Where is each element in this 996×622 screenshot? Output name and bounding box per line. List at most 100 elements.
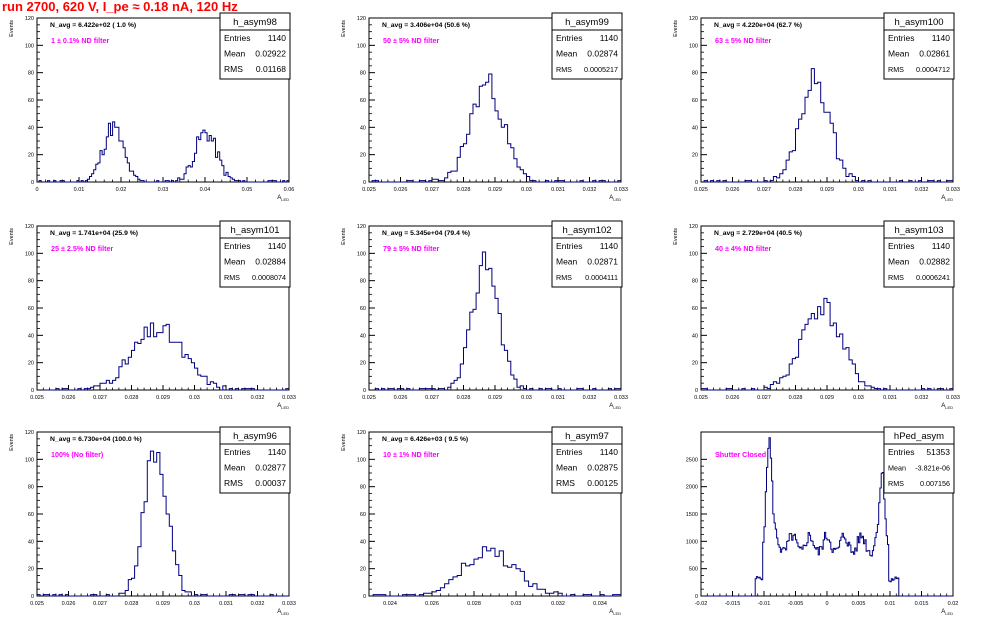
y-tick-label: 80 bbox=[28, 279, 34, 285]
stats-title: h_asym98 bbox=[233, 17, 277, 28]
x-tick-label: 0.032 bbox=[915, 395, 929, 401]
stats-label: Mean bbox=[224, 463, 246, 473]
stats-label: Entries bbox=[224, 241, 250, 251]
x-tick-label: 0.031 bbox=[219, 601, 233, 607]
x-tick-label: 0.029 bbox=[488, 187, 502, 193]
stats-title: h_asym99 bbox=[565, 17, 609, 28]
x-tick-label: -0.005 bbox=[788, 601, 804, 607]
x-tick-label: 0.025 bbox=[30, 601, 44, 607]
histogram-line bbox=[701, 68, 954, 183]
stats-label: Entries bbox=[556, 447, 582, 457]
histogram-line bbox=[37, 121, 290, 183]
stats-value: 0.007156 bbox=[920, 479, 950, 488]
x-tick-label: -0.01 bbox=[758, 601, 771, 607]
y-tick-label: 60 bbox=[360, 512, 366, 518]
x-tick-label: 0.033 bbox=[946, 395, 960, 401]
stats-title: h_asym103 bbox=[894, 225, 943, 236]
y-tick-label: 80 bbox=[692, 279, 698, 285]
y-tick-label: 120 bbox=[689, 16, 698, 22]
x-axis-title: ALED bbox=[277, 195, 289, 202]
x-tick-label: 0.028 bbox=[789, 395, 803, 401]
stats-value: 1140 bbox=[600, 447, 619, 457]
stats-box bbox=[883, 12, 955, 80]
stats-value: 0.02882 bbox=[919, 257, 950, 267]
y-tick-label: 100 bbox=[689, 43, 698, 49]
stats-title: h_asym100 bbox=[894, 17, 943, 28]
histogram-svg-h_asym102: 0.025 0.026 0.027 0.028 0.029 0.03 0.031 0.032 0… bbox=[341, 220, 628, 410]
histogram-panel-h_asym102: 0.025 0.026 0.027 0.028 0.029 0.03 0.031 0.032 0… bbox=[332, 208, 662, 415]
histogram-panel-h_asym99: 0.025 0.026 0.027 0.028 0.029 0.03 0.031 0.032 0… bbox=[332, 0, 662, 207]
filter-note: 50 ± 5% ND filter bbox=[383, 36, 439, 45]
stats-value: 1140 bbox=[268, 241, 287, 251]
x-axis-title: ALED bbox=[941, 609, 953, 616]
x-tick-label: 0.025 bbox=[362, 395, 376, 401]
y-tick-label: 0 bbox=[31, 180, 34, 186]
stats-value: 0.0004111 bbox=[585, 273, 618, 282]
navg-label: N_avg = 4.220e+04 (62.7 %) bbox=[714, 22, 802, 29]
filter-note: 1 ± 0.1% ND filter bbox=[51, 36, 109, 45]
y-axis-title: Events bbox=[341, 228, 347, 245]
x-axis-title-subscript: LED bbox=[613, 197, 621, 202]
y-tick-label: 60 bbox=[360, 98, 366, 104]
x-axis-title-subscript: LED bbox=[613, 611, 621, 616]
y-tick-label: 60 bbox=[28, 306, 34, 312]
y-axis-title: Events bbox=[9, 228, 15, 245]
x-tick-label: 0.025 bbox=[694, 187, 708, 193]
y-tick-label: 2000 bbox=[686, 485, 698, 491]
stats-box bbox=[551, 220, 623, 288]
navg-label: N_avg = 2.729e+04 (40.5 %) bbox=[714, 230, 802, 237]
y-tick-label: 20 bbox=[692, 153, 698, 159]
x-tick-label: 0.032 bbox=[251, 395, 265, 401]
x-tick-label: 0.025 bbox=[362, 187, 376, 193]
y-tick-label: 500 bbox=[689, 567, 698, 573]
histogram-line bbox=[700, 297, 954, 391]
x-tick-label: 0.03 bbox=[853, 187, 864, 193]
y-tick-label: 60 bbox=[360, 306, 366, 312]
x-tick-label: 0.031 bbox=[883, 187, 897, 193]
stats-value: 0.02884 bbox=[255, 257, 286, 267]
stats-value: 0.0005217 bbox=[584, 65, 618, 74]
histogram-panel-h_asym96: 0.025 0.026 0.027 0.028 0.029 0.03 0.031 0.032 0… bbox=[0, 414, 330, 621]
y-tick-label: 80 bbox=[28, 71, 34, 77]
x-tick-label: 0.03 bbox=[521, 187, 532, 193]
x-tick-label: 0.005 bbox=[852, 601, 866, 607]
x-tick-label: 0.03 bbox=[189, 601, 200, 607]
y-tick-label: 40 bbox=[28, 539, 34, 545]
stats-label: Mean bbox=[888, 257, 910, 267]
x-tick-label: 0.03 bbox=[158, 187, 169, 193]
stats-box bbox=[551, 12, 623, 80]
x-tick-label: 0.029 bbox=[488, 395, 502, 401]
y-tick-label: 80 bbox=[360, 485, 366, 491]
y-tick-label: 80 bbox=[28, 485, 34, 491]
navg-label: N_avg = 6.426e+03 ( 9.5 %) bbox=[382, 436, 468, 443]
x-tick-label: 0.031 bbox=[219, 395, 233, 401]
y-tick-label: 40 bbox=[360, 125, 366, 131]
x-tick-label: 0.025 bbox=[694, 395, 708, 401]
filter-note: 25 ± 2.5% ND filter bbox=[51, 244, 113, 253]
stats-value: 0.0008074 bbox=[252, 273, 286, 282]
x-tick-label: 0.027 bbox=[93, 601, 107, 607]
x-tick-label: 0.029 bbox=[156, 601, 170, 607]
stats-value: 0.02877 bbox=[255, 463, 286, 473]
x-axis-title: ALED bbox=[277, 403, 289, 410]
y-tick-label: 1000 bbox=[686, 539, 698, 545]
run-title: run 2700, 620 V, I_pe ≈ 0.18 nA, 120 Hz bbox=[2, 0, 238, 14]
stats-label: RMS bbox=[224, 273, 240, 282]
histogram-line bbox=[369, 546, 622, 597]
y-tick-label: 0 bbox=[695, 388, 698, 394]
y-axis-title: Events bbox=[673, 20, 679, 37]
x-tick-label: 0.03 bbox=[853, 395, 864, 401]
x-tick-label: 0.033 bbox=[614, 395, 628, 401]
y-tick-label: 20 bbox=[28, 361, 34, 367]
navg-label: N_avg = 3.406e+04 (50.6 %) bbox=[382, 22, 470, 29]
histogram-panel-h_asym103: 0.025 0.026 0.027 0.028 0.029 0.03 0.031 0.032 0… bbox=[664, 208, 994, 415]
y-tick-label: 20 bbox=[28, 567, 34, 573]
x-axis-title-subscript: LED bbox=[281, 197, 289, 202]
y-tick-label: 0 bbox=[695, 594, 698, 600]
stats-label: Entries bbox=[888, 241, 914, 251]
stats-value: 1140 bbox=[268, 33, 287, 43]
y-axis-title: Events bbox=[9, 20, 15, 37]
filter-note: 100% (No filter) bbox=[51, 450, 104, 459]
stats-label: Mean bbox=[888, 49, 910, 59]
stats-label: RMS bbox=[224, 478, 243, 488]
